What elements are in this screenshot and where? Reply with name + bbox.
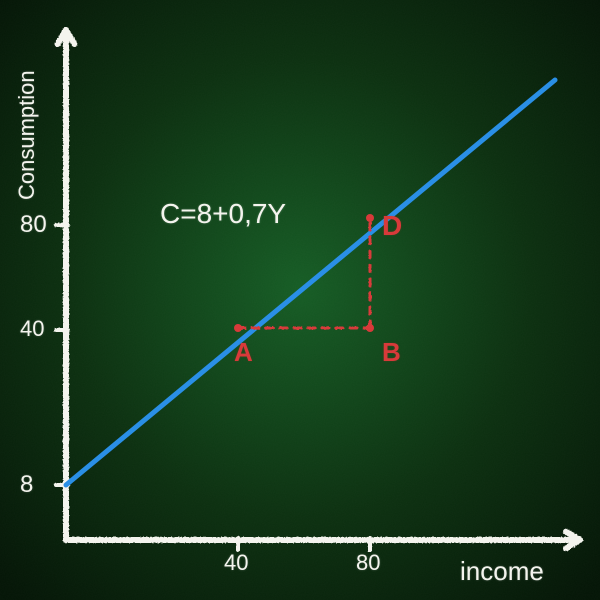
annotation-points: [234, 214, 374, 332]
point-label-A: A: [234, 337, 253, 368]
equation-label: C=8+0,7Y: [160, 198, 286, 230]
x-axis-label: income: [460, 556, 544, 587]
annotation-dashes: [238, 218, 370, 328]
y-tick-80: 80: [20, 211, 47, 239]
consumption-function-chart: [0, 0, 600, 600]
x-tick-40: 40: [224, 550, 248, 576]
point-label-D: D: [382, 210, 402, 242]
x-tick-80: 80: [356, 550, 380, 576]
y-axis-label: Consumption: [14, 70, 40, 200]
axes: [58, 30, 580, 548]
y-tick-40: 40: [20, 316, 44, 342]
y-tick-8: 8: [20, 471, 33, 499]
consumption-line: [66, 80, 555, 485]
point-label-B: B: [382, 337, 401, 368]
